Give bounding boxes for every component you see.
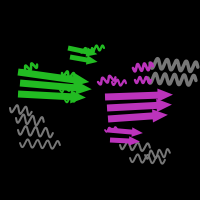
FancyArrow shape	[107, 99, 172, 112]
FancyArrow shape	[110, 136, 140, 146]
FancyArrow shape	[108, 127, 143, 137]
FancyArrow shape	[18, 69, 89, 86]
FancyArrow shape	[105, 89, 173, 102]
FancyArrow shape	[18, 90, 86, 103]
FancyArrow shape	[70, 55, 98, 65]
FancyArrow shape	[20, 80, 92, 95]
FancyArrow shape	[108, 109, 168, 123]
FancyArrow shape	[67, 46, 97, 57]
